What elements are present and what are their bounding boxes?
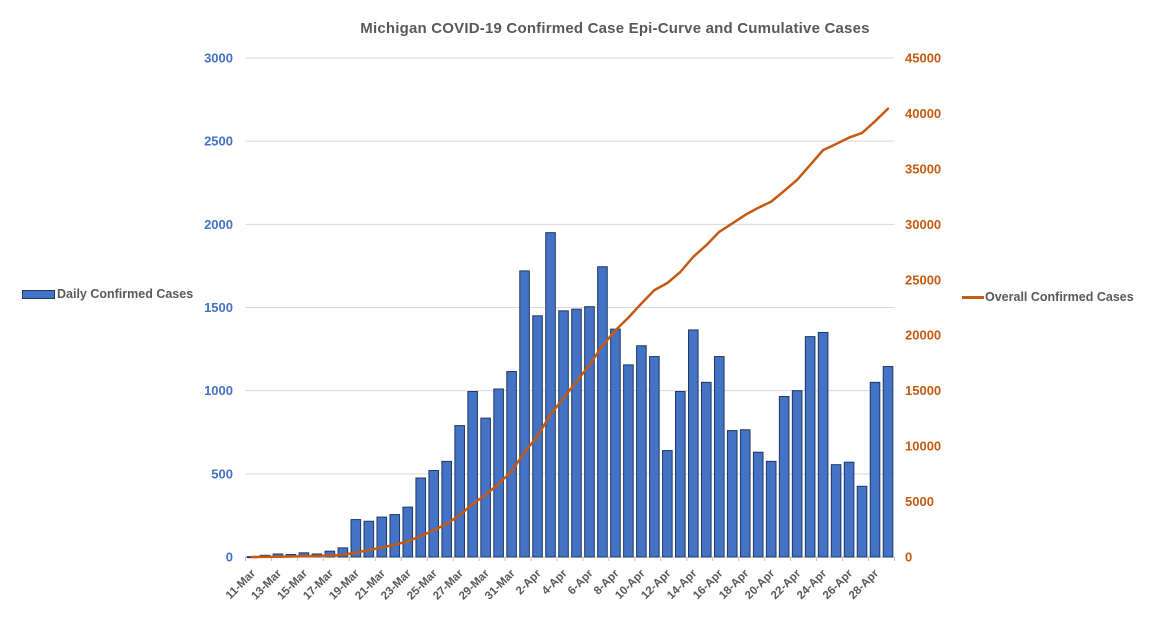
daily-cases-bar bbox=[454, 425, 465, 558]
left-axis-tick-label: 3000 bbox=[204, 51, 233, 66]
left-axis-tick-label: 1000 bbox=[204, 383, 233, 398]
left-axis-tick-label: 500 bbox=[211, 466, 233, 481]
daily-cases-bar bbox=[467, 390, 478, 558]
daily-cases-bar bbox=[350, 519, 362, 558]
daily-cases-bar bbox=[584, 306, 595, 558]
daily-cases-bar bbox=[700, 381, 712, 558]
daily-cases-bar bbox=[882, 366, 894, 558]
legend-daily-cases: Daily Confirmed Cases bbox=[22, 286, 193, 302]
daily-cases-bar bbox=[804, 336, 816, 558]
right-axis-tick-label: 30000 bbox=[905, 217, 941, 232]
daily-cases-bar bbox=[597, 266, 608, 558]
daily-cases-bar bbox=[739, 429, 751, 558]
daily-cases-bar bbox=[778, 395, 790, 558]
right-axis-tick-label: 20000 bbox=[905, 328, 941, 343]
right-axis-tick-label: 45000 bbox=[905, 51, 941, 66]
x-axis-date-label: 2-Apr bbox=[514, 567, 544, 597]
daily-cases-bar bbox=[817, 331, 829, 558]
daily-cases-bar bbox=[726, 430, 738, 558]
x-axis-date-label: 28-Apr bbox=[847, 567, 882, 602]
daily-cases-bar bbox=[402, 506, 414, 558]
daily-cases-bar bbox=[610, 328, 621, 558]
daily-cases-bar bbox=[571, 308, 582, 558]
daily-cases-bar bbox=[688, 329, 699, 558]
x-axis-date-label: 4-Apr bbox=[540, 567, 570, 597]
right-axis-tick-label: 35000 bbox=[905, 161, 941, 176]
right-axis-tick-label: 10000 bbox=[905, 439, 941, 454]
x-axis-date-label: 31-Mar bbox=[483, 567, 518, 602]
right-axis-tick-label: 0 bbox=[905, 550, 912, 565]
daily-cases-bar bbox=[415, 477, 427, 558]
right-axis-tick-label: 5000 bbox=[905, 494, 934, 509]
daily-cases-bar bbox=[752, 451, 764, 558]
daily-cases-bar bbox=[441, 460, 452, 558]
x-axis-date-label: 6-Apr bbox=[566, 567, 596, 597]
bar-swatch-icon bbox=[22, 289, 55, 299]
right-axis-tick-label: 40000 bbox=[905, 106, 941, 121]
left-axis-tick-label: 0 bbox=[226, 550, 233, 565]
daily-cases-bar bbox=[480, 417, 491, 558]
daily-cases-bar bbox=[869, 381, 881, 558]
chart-title: Michigan COVID-19 Confirmed Case Epi-Cur… bbox=[360, 20, 870, 37]
daily-cases-bar bbox=[493, 388, 504, 558]
daily-cases-bar bbox=[324, 550, 336, 558]
daily-cases-bar bbox=[791, 390, 803, 558]
left-axis-tick-label: 2000 bbox=[204, 217, 233, 232]
daily-cases-bar bbox=[558, 310, 569, 558]
daily-cases-bar bbox=[649, 356, 660, 558]
legend-overall-label: Overall Confirmed Cases bbox=[985, 290, 1134, 304]
daily-cases-bar bbox=[389, 514, 401, 558]
line-swatch-icon bbox=[962, 295, 984, 299]
daily-cases-bar bbox=[662, 450, 673, 558]
legend-overall-cases: Overall Confirmed Cases bbox=[962, 289, 1134, 305]
daily-cases-bar bbox=[856, 485, 868, 558]
daily-cases-bar bbox=[376, 516, 388, 558]
daily-cases-bar bbox=[636, 345, 647, 558]
daily-cases-bar bbox=[675, 390, 686, 558]
daily-cases-bar bbox=[713, 356, 725, 558]
right-axis-tick-label: 15000 bbox=[905, 383, 941, 398]
daily-cases-bar bbox=[337, 547, 349, 558]
legend-daily-label: Daily Confirmed Cases bbox=[57, 287, 194, 301]
daily-cases-bar bbox=[428, 470, 440, 558]
daily-cases-bar bbox=[765, 460, 777, 558]
right-axis-tick-label: 25000 bbox=[905, 272, 941, 287]
daily-cases-bar bbox=[623, 364, 634, 558]
daily-cases-bar bbox=[843, 461, 855, 558]
overall-cases-line bbox=[250, 107, 890, 559]
daily-cases-bar bbox=[519, 270, 530, 558]
daily-cases-bar bbox=[830, 464, 842, 558]
daily-cases-bar bbox=[363, 520, 375, 558]
left-axis-tick-label: 1500 bbox=[204, 300, 233, 315]
left-axis-tick-label: 2500 bbox=[204, 134, 233, 149]
daily-cases-bar bbox=[545, 232, 556, 558]
